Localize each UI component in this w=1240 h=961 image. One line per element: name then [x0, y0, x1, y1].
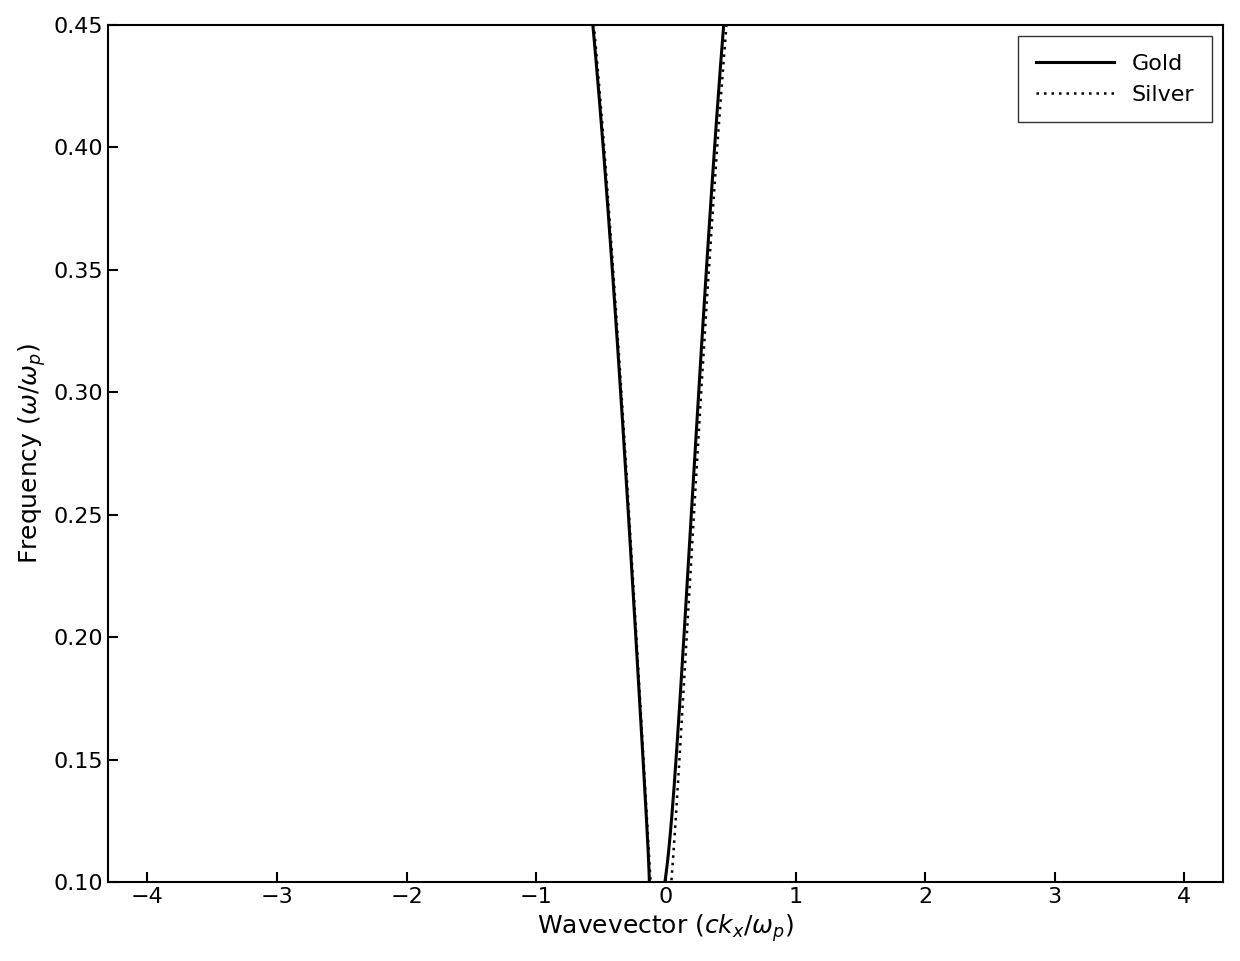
- Silver: [691, 444, 706, 456]
- Legend: Gold, Silver: Gold, Silver: [1018, 36, 1213, 122]
- Gold: [686, 486, 701, 498]
- Gold: [698, 282, 713, 293]
- Gold: [595, 924, 610, 936]
- Line: Gold: Gold: [603, 0, 1240, 930]
- Line: Silver: Silver: [618, 0, 1240, 961]
- Y-axis label: Frequency ($\omega/\omega_p$): Frequency ($\omega/\omega_p$): [16, 343, 48, 564]
- Silver: [687, 508, 702, 520]
- X-axis label: Wavevector ($ck_x/\omega_p$): Wavevector ($ck_x/\omega_p$): [537, 913, 795, 945]
